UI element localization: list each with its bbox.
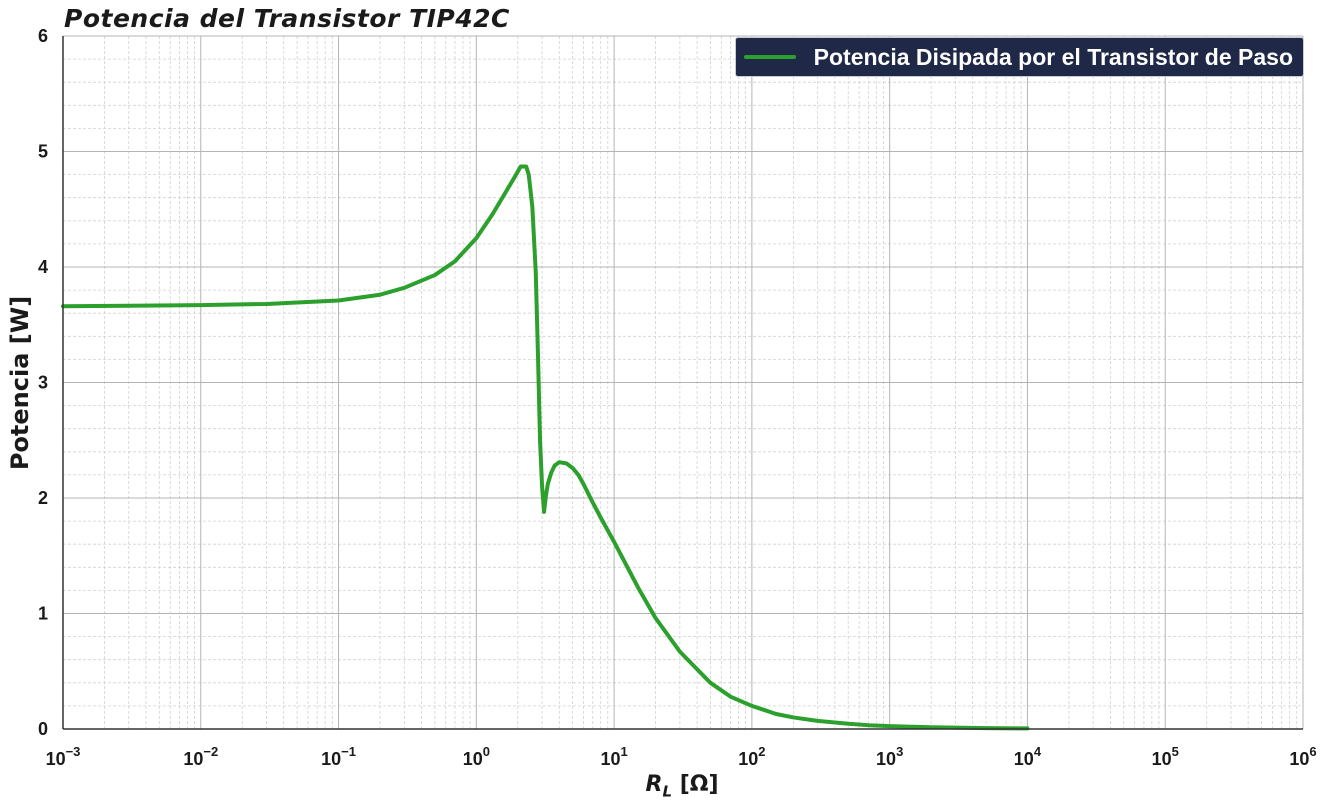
y-tick-label: 5 [38,142,48,162]
chart-title: Potencia del Transistor TIP42C [64,4,510,33]
series-line-0 [61,164,1030,731]
x-tick-label: 102 [738,744,765,769]
tick-labels: 0 1 2 3 4 5 6 10−3 10−2 10−1 100 101 102 103 104 105 106 [38,26,1317,769]
x-tick-label: 101 [600,744,627,769]
axes [62,36,1303,730]
x-tick-label: 10−1 [321,744,356,769]
x-tick-label: 106 [1289,744,1316,769]
y-axis-label: Potencia [W] [6,295,34,471]
y-tick-label: 2 [38,488,48,508]
x-axis-label-subscript: L [662,782,673,801]
legend-label: Potencia Disipada por el Transistor de P… [813,43,1293,70]
x-axis-label: RL [Ω] [646,772,719,800]
x-axis-label-unit: [Ω] [679,772,719,797]
x-tick-label: 10−3 [46,744,81,769]
legend: Potencia Disipada por el Transistor de P… [734,37,1304,77]
major-grid [62,35,1304,730]
x-tick-label: 103 [876,744,903,769]
x-tick-label: 105 [1152,744,1179,769]
y-tick-label: 6 [38,26,48,46]
y-tick-label: 1 [38,604,48,624]
legend-line-swatch [743,55,796,59]
series-layer [61,164,1030,731]
x-tick-label: 104 [1014,744,1042,769]
x-tick-label: 100 [463,744,490,769]
x-tick-label: 10−2 [183,744,218,769]
y-tick-label: 4 [38,257,48,277]
y-tick-label: 0 [38,719,48,739]
x-axis-label-symbol: R [645,772,663,797]
y-tick-label: 3 [38,373,48,393]
